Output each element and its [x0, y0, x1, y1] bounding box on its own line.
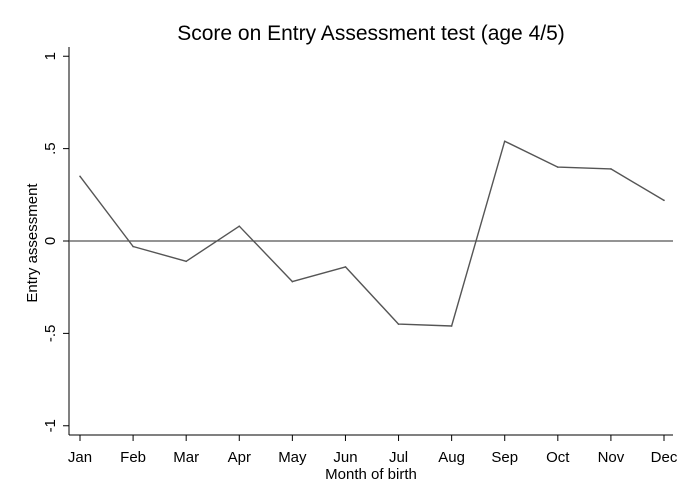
x-tick-label: Feb — [120, 449, 146, 466]
x-tick-label: Nov — [598, 449, 625, 466]
data-point — [557, 166, 559, 168]
data-point — [132, 245, 134, 248]
x-tick-label: Jan — [68, 449, 92, 466]
chart-title: Score on Entry Assessment test (age 4/5) — [177, 22, 565, 45]
y-axis-label: Entry assessment — [24, 183, 41, 303]
x-axis: Jan Feb Mar Apr May Jun Jul Aug Sep Oct Nov Dec — [68, 434, 678, 466]
data-point — [450, 325, 453, 327]
y-axis: 1 .5 0 -.5 -1 — [42, 47, 70, 435]
y-tick-label: -1 — [42, 419, 59, 432]
data-point — [79, 175, 81, 178]
data-point — [291, 280, 294, 283]
x-tick-label: Sep — [491, 449, 518, 466]
data-point — [185, 260, 187, 263]
data-point — [397, 323, 400, 325]
series-line — [79, 140, 665, 327]
y-tick-label: -.5 — [42, 325, 59, 343]
y-tick-label: .5 — [42, 142, 59, 155]
x-tick-label: Oct — [546, 449, 570, 466]
data-point — [663, 199, 665, 202]
x-tick-label: Apr — [228, 449, 251, 466]
data-point — [503, 140, 506, 143]
x-tick-label: May — [278, 449, 307, 466]
x-axis-label: Month of birth — [325, 466, 417, 483]
x-tick-label: Dec — [651, 449, 678, 466]
y-tick-label: 1 — [42, 52, 59, 60]
x-tick-label: Aug — [438, 449, 465, 466]
y-tick-label: 0 — [42, 237, 59, 245]
x-tick-label: Jun — [333, 449, 357, 466]
data-point — [238, 225, 241, 228]
x-tick-label: Mar — [173, 449, 199, 466]
series-group — [79, 140, 665, 327]
data-point — [610, 168, 612, 170]
x-tick-label: Jul — [389, 449, 408, 466]
data-point — [344, 266, 347, 268]
